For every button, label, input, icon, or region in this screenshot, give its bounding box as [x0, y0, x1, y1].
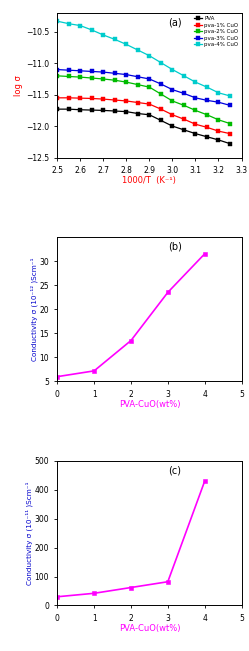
pva-4% CuO [125, 40, 128, 48]
pva-2% CuO [125, 78, 128, 86]
PVA [102, 107, 105, 115]
Line: pva-2% CuO: pva-2% CuO [56, 74, 232, 125]
X-axis label: PVA-CuO(wt%): PVA-CuO(wt%) [119, 624, 180, 633]
pva-2% CuO [229, 120, 232, 128]
Line: pva-3% CuO: pva-3% CuO [56, 68, 232, 107]
pva-1% CuO [194, 120, 197, 128]
pva-1% CuO [136, 99, 139, 107]
Text: (b): (b) [168, 242, 182, 251]
pva-4% CuO [90, 26, 93, 34]
pva-1% CuO [102, 95, 105, 103]
pva-2% CuO [79, 73, 82, 81]
pva-3% CuO [113, 70, 116, 77]
pva-3% CuO [171, 86, 174, 94]
PVA [90, 106, 93, 114]
pva-3% CuO [102, 68, 105, 76]
pva-1% CuO [183, 115, 186, 123]
pva-2% CuO [205, 111, 208, 118]
pva-2% CuO [56, 72, 59, 80]
pva-1% CuO [125, 97, 128, 105]
Y-axis label: log σ: log σ [14, 75, 23, 96]
pva-2% CuO [148, 83, 151, 91]
pva-1% CuO [159, 105, 162, 113]
PVA [159, 117, 162, 124]
pva-1% CuO [67, 94, 70, 102]
pva-4% CuO [56, 18, 59, 25]
pva-4% CuO [194, 78, 197, 86]
PVA [217, 136, 220, 144]
pva-1% CuO [148, 100, 151, 108]
pva-3% CuO [159, 80, 162, 88]
pva-3% CuO [229, 102, 232, 109]
pva-2% CuO [183, 102, 186, 109]
pva-4% CuO [113, 36, 116, 44]
pva-2% CuO [136, 81, 139, 89]
X-axis label: 1000/T  (K⁻¹): 1000/T (K⁻¹) [123, 176, 176, 186]
pva-3% CuO [79, 67, 82, 75]
pva-3% CuO [90, 68, 93, 76]
Line: PVA: PVA [56, 107, 232, 145]
pva-1% CuO [79, 94, 82, 102]
pva-4% CuO [205, 83, 208, 91]
pva-1% CuO [171, 111, 174, 118]
pva-2% CuO [194, 107, 197, 115]
pva-3% CuO [136, 73, 139, 81]
pva-1% CuO [56, 94, 59, 102]
pva-4% CuO [217, 89, 220, 97]
Text: (a): (a) [168, 18, 182, 27]
pva-2% CuO [90, 74, 93, 82]
pva-4% CuO [159, 59, 162, 66]
pva-4% CuO [79, 21, 82, 29]
pva-4% CuO [136, 46, 139, 54]
PVA [229, 140, 232, 148]
pva-1% CuO [205, 124, 208, 132]
PVA [148, 111, 151, 118]
pva-3% CuO [67, 66, 70, 74]
pva-1% CuO [90, 94, 93, 102]
pva-2% CuO [67, 72, 70, 80]
pva-3% CuO [125, 71, 128, 79]
PVA [125, 108, 128, 116]
pva-1% CuO [113, 96, 116, 104]
PVA [194, 130, 197, 137]
pva-4% CuO [67, 20, 70, 27]
PVA [171, 122, 174, 130]
pva-2% CuO [217, 116, 220, 124]
Y-axis label: Conductivity σ (10⁻¹¹ )Scm⁻¹: Conductivity σ (10⁻¹¹ )Scm⁻¹ [25, 482, 33, 585]
PVA [113, 107, 116, 115]
Line: pva-4% CuO: pva-4% CuO [56, 20, 232, 98]
pva-3% CuO [194, 94, 197, 102]
pva-4% CuO [183, 72, 186, 80]
pva-1% CuO [217, 127, 220, 135]
Text: (c): (c) [168, 465, 181, 475]
pva-2% CuO [113, 76, 116, 84]
pva-3% CuO [183, 90, 186, 98]
PVA [56, 105, 59, 113]
PVA [136, 109, 139, 117]
pva-2% CuO [102, 75, 105, 83]
pva-2% CuO [171, 97, 174, 105]
Legend: PVA, pva-1% CuO, pva-2% CuO, pva-3% CuO, pva-4% CuO: PVA, pva-1% CuO, pva-2% CuO, pva-3% CuO,… [193, 16, 239, 48]
pva-3% CuO [56, 66, 59, 74]
PVA [183, 126, 186, 133]
pva-3% CuO [217, 98, 220, 106]
Y-axis label: Conductivity σ (10⁻¹² )Scm⁻¹: Conductivity σ (10⁻¹² )Scm⁻¹ [30, 258, 38, 361]
Line: pva-1% CuO: pva-1% CuO [56, 96, 232, 135]
pva-4% CuO [102, 31, 105, 39]
pva-4% CuO [148, 52, 151, 60]
pva-4% CuO [229, 92, 232, 100]
pva-1% CuO [229, 130, 232, 137]
PVA [67, 105, 70, 113]
pva-4% CuO [171, 66, 174, 74]
X-axis label: PVA-CuO(wt%): PVA-CuO(wt%) [119, 400, 180, 409]
PVA [205, 133, 208, 141]
pva-3% CuO [148, 75, 151, 83]
PVA [79, 106, 82, 114]
pva-2% CuO [159, 90, 162, 98]
pva-3% CuO [205, 96, 208, 104]
